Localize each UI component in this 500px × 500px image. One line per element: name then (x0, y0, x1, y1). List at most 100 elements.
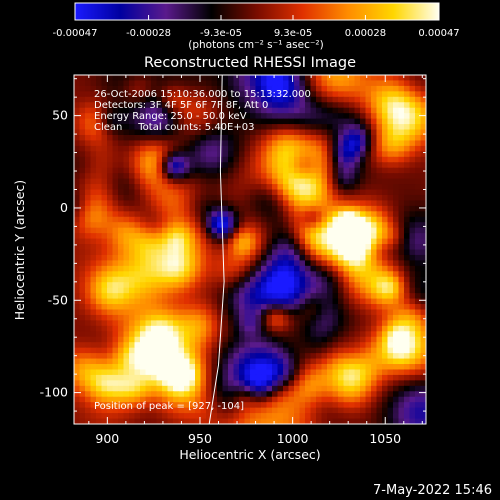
heatmap-cell (277, 249, 284, 256)
heatmap-cell (266, 134, 273, 142)
heatmap-cell (112, 271, 119, 278)
heatmap-cell (233, 249, 240, 256)
heatmap-cell (123, 173, 130, 180)
heatmap-cell (107, 145, 114, 152)
heatmap-cell (294, 194, 301, 202)
heatmap-cell (211, 260, 218, 267)
heatmap-cell (338, 156, 345, 163)
heatmap-cell (145, 391, 152, 398)
heatmap-cell (272, 380, 279, 387)
heatmap-cell (101, 309, 108, 316)
heatmap-cell (129, 369, 136, 376)
heatmap-cell (151, 342, 158, 349)
heatmap-cell (398, 194, 405, 202)
heatmap-cell (178, 249, 185, 256)
heatmap-cell (211, 402, 218, 409)
heatmap-cell (217, 85, 224, 92)
heatmap-cell (211, 287, 218, 294)
heatmap-cell (74, 331, 81, 338)
heatmap-cell (145, 325, 152, 332)
heatmap-cell (283, 314, 290, 321)
heatmap-cell (184, 347, 191, 354)
heatmap-cell (123, 331, 130, 338)
heatmap-cell (338, 162, 345, 169)
heatmap-cell (206, 227, 213, 234)
heatmap-cell (206, 216, 213, 223)
heatmap-cell (299, 113, 306, 120)
heatmap-cell (387, 75, 394, 82)
heatmap-cell (316, 391, 323, 398)
heatmap-cell (217, 418, 224, 424)
heatmap-cell (222, 336, 229, 343)
heatmap-cell (415, 96, 422, 103)
heatmap-cell (107, 96, 114, 103)
heatmap-cell (398, 342, 405, 349)
heatmap-cell (134, 227, 141, 234)
heatmap-cell (415, 124, 422, 131)
heatmap-cell (85, 364, 92, 371)
heatmap-cell (140, 173, 147, 180)
heatmap-cell (360, 298, 367, 305)
heatmap-cell (354, 145, 361, 152)
heatmap-cell (206, 178, 213, 185)
heatmap-cell (376, 282, 383, 289)
heatmap-cell (404, 249, 411, 256)
heatmap-cell (299, 107, 306, 114)
heatmap-cell (310, 314, 317, 321)
heatmap-cell (376, 336, 383, 343)
heatmap-cell (415, 353, 422, 360)
heatmap-cell (101, 260, 108, 267)
heatmap-cell (266, 309, 273, 316)
heatmap-cell (415, 173, 422, 180)
heatmap-cell (195, 140, 202, 147)
heatmap-cell (387, 107, 394, 114)
heatmap-cell (222, 342, 229, 349)
heatmap-cell (349, 353, 356, 360)
heatmap-cell (123, 396, 130, 403)
heatmap-cell (393, 124, 400, 131)
heatmap-cell (360, 227, 367, 234)
heatmap-cell (299, 265, 306, 272)
heatmap-cell (409, 96, 416, 103)
heatmap-cell (365, 118, 372, 125)
heatmap-cell (90, 391, 97, 398)
heatmap-cell (118, 222, 125, 229)
heatmap-cell (382, 200, 389, 207)
heatmap-cell (338, 298, 345, 305)
heatmap-cell (261, 336, 268, 343)
heatmap-cell (354, 407, 361, 414)
heatmap-cell (365, 380, 372, 387)
heatmap-cell (294, 320, 301, 327)
heatmap-cell (266, 298, 273, 305)
heatmap-cell (409, 287, 416, 294)
heatmap-cell (255, 167, 262, 174)
heatmap-cell (162, 85, 169, 92)
heatmap-cell (294, 325, 301, 332)
heatmap-cell (79, 167, 86, 174)
heatmap-cell (101, 162, 108, 169)
heatmap-cell (305, 413, 312, 420)
heatmap-cell (129, 320, 136, 327)
heatmap-cell (288, 173, 295, 180)
heatmap-cell (272, 205, 279, 212)
heatmap-cell (129, 211, 136, 218)
heatmap-cell (118, 205, 125, 212)
heatmap-cell (239, 162, 246, 169)
heatmap-cell (404, 391, 411, 398)
heatmap-cell (107, 271, 114, 278)
heatmap-cell (310, 222, 317, 229)
heatmap-cell (145, 211, 152, 218)
heatmap-cell (211, 129, 218, 136)
heatmap-cell (189, 358, 196, 365)
heatmap-cell (217, 271, 224, 278)
heatmap-cell (415, 244, 422, 251)
heatmap-cell (387, 80, 394, 87)
heatmap-cell (156, 276, 163, 283)
heatmap-cell (288, 347, 295, 354)
heatmap-cell (173, 402, 180, 409)
heatmap-cell (206, 309, 213, 316)
heatmap-cell (74, 233, 81, 240)
heatmap-cell (222, 287, 229, 294)
heatmap-cell (178, 162, 185, 169)
heatmap-cell (156, 184, 163, 191)
